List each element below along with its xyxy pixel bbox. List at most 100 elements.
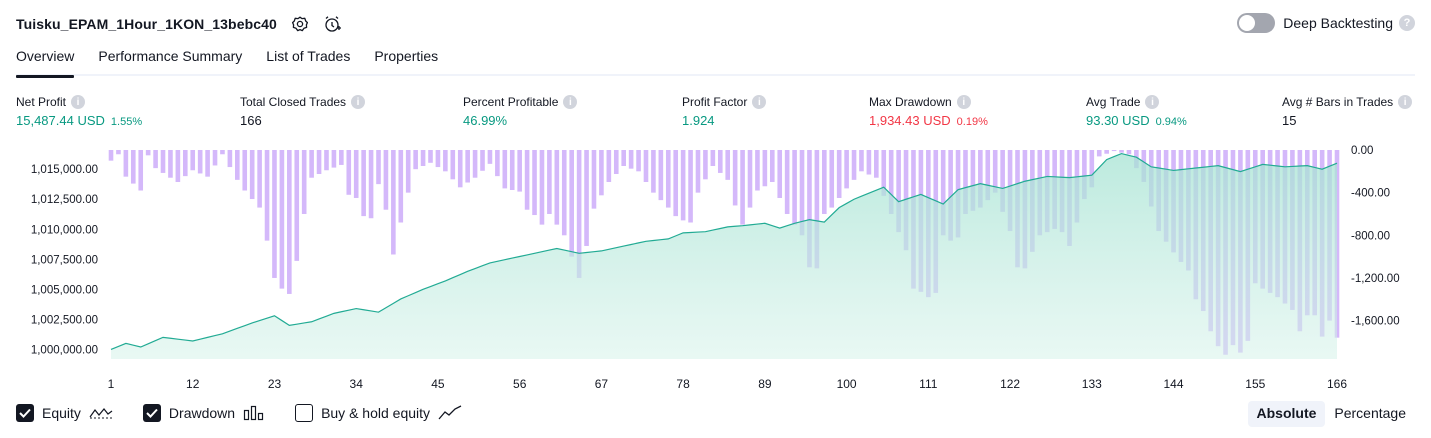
info-icon[interactable]: i xyxy=(351,95,366,109)
drawdown-checkbox[interactable] xyxy=(142,404,161,422)
drawdown-bar xyxy=(606,150,612,182)
legend-label: Equity xyxy=(42,405,81,421)
equity-checkbox[interactable] xyxy=(16,404,34,422)
drawdown-bar xyxy=(688,150,693,223)
equity-area xyxy=(111,153,1337,359)
drawdown-bar xyxy=(123,150,129,177)
drawdown-bar xyxy=(1334,150,1340,338)
tab-bar: Overview Performance Summary List of Tra… xyxy=(16,44,1415,78)
trade-tick-label: 89 xyxy=(758,377,772,391)
drawdown-bar xyxy=(948,150,953,241)
drawdown-bar xyxy=(190,150,196,171)
info-icon[interactable]: i xyxy=(1398,95,1413,109)
legend-label: Buy & hold equity xyxy=(321,405,431,421)
drawdown-bar xyxy=(116,150,121,155)
drawdown-tick-label: -1,200.00 xyxy=(1351,273,1400,285)
metric-percent-profitable: Percent Profitable i 46.99% xyxy=(463,94,578,129)
add-alert-icon[interactable] xyxy=(323,15,341,33)
metric-value: 15,487.44 USD xyxy=(16,113,105,128)
trade-tick-label: 166 xyxy=(1327,377,1347,391)
drawdown-bar xyxy=(599,150,604,196)
drawdown-bar xyxy=(643,150,649,182)
drawdown-bar xyxy=(762,150,768,187)
deep-backtesting-toggle[interactable] xyxy=(1237,13,1276,33)
metric-max-drawdown: Max Drawdown i 1,934.43 USD 0.19% xyxy=(869,94,988,129)
drawdown-bar xyxy=(413,150,418,170)
toggle-knob xyxy=(1239,15,1256,31)
metric-avg-bars: Avg # Bars in Trades i 15 xyxy=(1282,94,1413,129)
metrics-row: Net Profit i 15,487.44 USD 1.55% Total Clo… xyxy=(16,94,1415,134)
drawdown-bar xyxy=(472,150,478,178)
equity-line-icon xyxy=(89,405,113,421)
trade-tick-label: 100 xyxy=(837,377,857,391)
help-icon[interactable]: ? xyxy=(1399,15,1415,31)
deep-backtesting-label: Deep Backtesting xyxy=(1283,15,1393,31)
drawdown-bar xyxy=(376,150,381,185)
drawdown-bar xyxy=(851,150,857,180)
drawdown-bar xyxy=(138,150,144,191)
drawdown-bar xyxy=(963,150,968,214)
drawdown-tick-label: -400.00 xyxy=(1351,188,1390,200)
metric-value: 1,934.43 USD xyxy=(869,113,951,128)
metric-label: Max Drawdown xyxy=(869,95,952,109)
legend-equity[interactable]: Equity xyxy=(16,404,113,422)
absolute-button[interactable]: Absolute xyxy=(1247,401,1326,427)
trade-tick-label: 45 xyxy=(431,377,445,391)
drawdown-bar xyxy=(353,150,359,198)
info-icon[interactable]: i xyxy=(71,95,86,109)
info-icon[interactable]: i xyxy=(752,95,767,109)
drawdown-bar xyxy=(130,150,136,184)
percentage-button[interactable]: Percentage xyxy=(1334,405,1406,421)
drawdown-bar xyxy=(212,150,218,166)
drawdown-bar xyxy=(992,150,998,193)
equity-tick-label: 1,015,000.00 xyxy=(31,164,98,176)
drawdown-bar xyxy=(145,150,151,156)
drawdown-bar xyxy=(391,150,396,255)
metric-percent: 1.55% xyxy=(110,116,143,128)
info-icon[interactable]: i xyxy=(563,95,578,109)
tab-performance-summary[interactable]: Performance Summary xyxy=(98,48,243,64)
drawdown-bar xyxy=(257,150,262,208)
legend-buy-hold[interactable]: Buy & hold equity xyxy=(295,404,462,422)
metric-value: 166 xyxy=(240,113,262,128)
drawdown-bar xyxy=(970,150,976,211)
drawdown-bar xyxy=(346,150,352,195)
drawdown-bar xyxy=(324,150,329,171)
drawdown-bar xyxy=(487,150,493,164)
drawdown-bar xyxy=(896,150,901,233)
drawdown-bar xyxy=(450,150,456,180)
trade-tick-label: 111 xyxy=(919,377,938,391)
tab-properties[interactable]: Properties xyxy=(374,48,439,64)
drawdown-bar xyxy=(287,150,292,294)
drawdown-bar xyxy=(844,150,849,189)
drawdown-bar xyxy=(799,150,805,236)
settings-icon[interactable] xyxy=(291,15,309,33)
drawdown-bar xyxy=(1104,150,1109,154)
drawdown-bar xyxy=(814,150,820,269)
trade-tick-label: 155 xyxy=(1245,377,1265,391)
drawdown-tick-label: 0.00 xyxy=(1351,145,1373,157)
drawdown-bar xyxy=(405,150,411,193)
drawdown-bar xyxy=(784,150,790,214)
drawdown-bar xyxy=(777,150,783,198)
drawdown-bar xyxy=(554,150,560,225)
drawdown-bar xyxy=(316,150,322,174)
equity-drawdown-chart[interactable]: 1,000,000.00 1,002,500.00 1,005,000.00 1,00… xyxy=(0,140,1431,396)
buy-hold-checkbox[interactable] xyxy=(295,404,314,422)
drawdown-bar xyxy=(301,150,307,214)
drawdown-bar xyxy=(703,150,708,180)
tab-list-of-trades[interactable]: List of Trades xyxy=(266,48,351,64)
metric-avg-trade: Avg Trade i 93.30 USD 0.94% xyxy=(1086,94,1187,129)
drawdown-bar xyxy=(1111,150,1117,152)
trade-tick-label: 67 xyxy=(595,377,609,391)
drawdown-bar xyxy=(576,150,582,278)
drawdown-bar xyxy=(168,150,173,178)
drawdown-bar xyxy=(665,150,671,208)
info-icon[interactable]: i xyxy=(1145,95,1160,109)
trade-tick-label: 144 xyxy=(1163,377,1183,391)
legend-drawdown[interactable]: Drawdown xyxy=(142,404,265,422)
info-icon[interactable]: i xyxy=(956,95,971,109)
drawdown-bar xyxy=(792,150,797,225)
drawdown-bar xyxy=(235,150,240,180)
tab-overview[interactable]: Overview xyxy=(16,44,75,78)
